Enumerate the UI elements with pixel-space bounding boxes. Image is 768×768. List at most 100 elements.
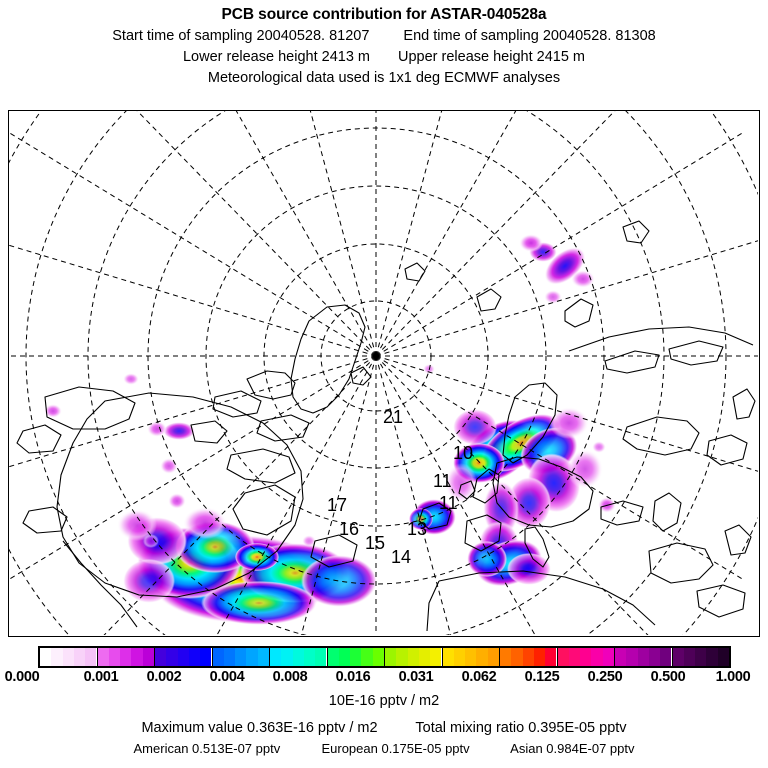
- colorbar-step-3-2: [235, 648, 247, 666]
- colorbar-step-1-0: [97, 648, 109, 666]
- colorbar-step-8-3: [533, 648, 546, 666]
- upper-release-height-label: Upper release height 2415 m: [398, 49, 586, 65]
- colorbar-tick-1: 0.001: [83, 669, 119, 685]
- colorbar-tick-11: 1.000: [715, 669, 751, 685]
- meridians: [9, 111, 758, 635]
- spacer: [370, 47, 398, 68]
- sampling-time-row: Start time of sampling 20040528. 81207 E…: [0, 26, 768, 47]
- colorbar-segment-6: [385, 648, 443, 666]
- colorbar-tick-2: 0.002: [146, 669, 182, 685]
- colorbar-step-2-0: [155, 648, 167, 666]
- colorbar-step-10-3: [648, 648, 661, 666]
- colorbar-step-2-3: [188, 648, 201, 666]
- release-height-row: Lower release height 2413 m Upper releas…: [0, 47, 768, 68]
- colorbar-step-4-2: [292, 648, 304, 666]
- colorbar-step-10-1: [626, 648, 638, 666]
- colorbar-step-11-2: [695, 648, 707, 666]
- colorbar-tick-10: 0.500: [650, 669, 686, 685]
- map-svg: 21 11 10 11 13 17 16 15 14: [9, 111, 758, 635]
- colorbar-step-9-1: [568, 648, 581, 666]
- grid-label-21: 21: [383, 407, 403, 427]
- grid-label-16: 16: [339, 519, 359, 539]
- colorbar-step-5-0: [327, 648, 339, 666]
- colorbar-step-5-2: [350, 648, 362, 666]
- colorbar-step-8-1: [511, 648, 523, 666]
- grid-label-13: 13: [407, 519, 427, 539]
- total-mixing-ratio-label: Total mixing ratio 0.395E-05 pptv: [415, 720, 627, 736]
- colorbar-step-3-4: [257, 648, 269, 666]
- lower-release-height-label: Lower release height 2413 m: [182, 49, 370, 65]
- colorbar-step-0-4: [85, 648, 97, 666]
- colorbar-segment-0: [40, 648, 98, 666]
- spacer: [369, 26, 403, 47]
- colorbar-step-4-1: [281, 648, 293, 666]
- colorbar-step-11-4: [717, 648, 729, 666]
- colorbar-segment-5: [327, 648, 385, 666]
- colorbar-step-10-0: [615, 648, 627, 666]
- figure-footer: Maximum value 0.363E-16 pptv / m2 Total …: [0, 718, 768, 759]
- colorbar-step-1-4: [142, 648, 154, 666]
- colorbar-segment-9: [557, 648, 615, 666]
- colorbar-step-2-4: [200, 648, 212, 666]
- colorbar-step-3-0: [212, 648, 224, 666]
- colorbar-step-9-4: [602, 648, 614, 666]
- colorbar-step-1-1: [108, 648, 121, 666]
- grid-label-11a: 11: [433, 471, 452, 491]
- colorbar-step-6-4: [430, 648, 442, 666]
- colorbar-step-10-2: [637, 648, 649, 666]
- colorbar-step-3-3: [246, 648, 258, 666]
- colorbar-segment-4: [270, 648, 328, 666]
- colorbar-step-8-2: [522, 648, 534, 666]
- colorbar-step-0-2: [62, 648, 74, 666]
- colorbar-tick-3: 0.004: [209, 669, 245, 685]
- grid-label-14: 14: [391, 547, 411, 567]
- colorbar-step-6-2: [407, 648, 419, 666]
- plume-pacific-specks: [44, 364, 616, 548]
- colorbar-step-0-1: [51, 648, 63, 666]
- colorbar-tick-6: 0.031: [398, 669, 434, 685]
- summary-row: Maximum value 0.363E-16 pptv / m2 Total …: [0, 718, 768, 739]
- colorbar-segment-1: [97, 648, 155, 666]
- coastlines: [16, 220, 756, 632]
- grid-labels: 21 11 10 11 13 17 16 15 14: [327, 407, 473, 567]
- start-time-label: Start time of sampling 20040528. 81207: [112, 28, 370, 44]
- colorbar-step-9-2: [580, 648, 592, 666]
- colorbar-step-6-0: [385, 648, 397, 666]
- colorbar-step-1-2: [120, 648, 132, 666]
- grid-label-10: 10: [453, 443, 473, 463]
- colorbar-step-0-0: [40, 648, 52, 666]
- colorbar-tick-labels: 0.000 0.001 0.002 0.004 0.008 0.016 0.031 0.062…: [0, 669, 768, 687]
- colorbar-segment-11: [672, 648, 730, 666]
- meteorological-data-row: Meteorological data used is 1x1 deg ECMW…: [0, 68, 768, 89]
- colorbar-step-4-4: [315, 648, 327, 666]
- american-contribution-label: American 0.513E-07 pptv: [133, 741, 281, 756]
- colorbar-step-2-1: [166, 648, 178, 666]
- map-panel[interactable]: 21 11 10 11 13 17 16 15 14: [8, 110, 760, 637]
- grid-label-17: 17: [327, 495, 347, 515]
- colorbar-step-5-1: [338, 648, 351, 666]
- concentration-field: [44, 234, 616, 625]
- source-region-row: American 0.513E-07 pptv European 0.175E-…: [0, 739, 768, 759]
- colorbar[interactable]: [38, 646, 731, 668]
- colorbar-step-8-4: [545, 648, 557, 666]
- colorbar-tick-0: 0.000: [4, 669, 40, 685]
- colorbar-step-2-2: [177, 648, 189, 666]
- colorbar-step-8-0: [500, 648, 512, 666]
- colorbar-step-5-3: [361, 648, 373, 666]
- maximum-value-label: Maximum value 0.363E-16 pptv / m2: [141, 720, 378, 736]
- colorbar-step-4-0: [270, 648, 282, 666]
- colorbar-step-7-4: [487, 648, 499, 666]
- colorbar-step-3-1: [223, 648, 236, 666]
- colorbar-step-9-0: [557, 648, 569, 666]
- colorbar-step-0-3: [73, 648, 86, 666]
- colorbar-step-11-0: [672, 648, 684, 666]
- colorbar-segment-2: [155, 648, 213, 666]
- colorbar-step-7-0: [442, 648, 454, 666]
- colorbar-step-11-3: [706, 648, 718, 666]
- colorbar-step-4-3: [303, 648, 316, 666]
- colorbar-step-7-2: [465, 648, 477, 666]
- asian-contribution-label: Asian 0.984E-07 pptv: [510, 741, 635, 756]
- colorbar-step-7-1: [453, 648, 466, 666]
- colorbar-step-9-3: [591, 648, 603, 666]
- colorbar-tick-4: 0.008: [272, 669, 308, 685]
